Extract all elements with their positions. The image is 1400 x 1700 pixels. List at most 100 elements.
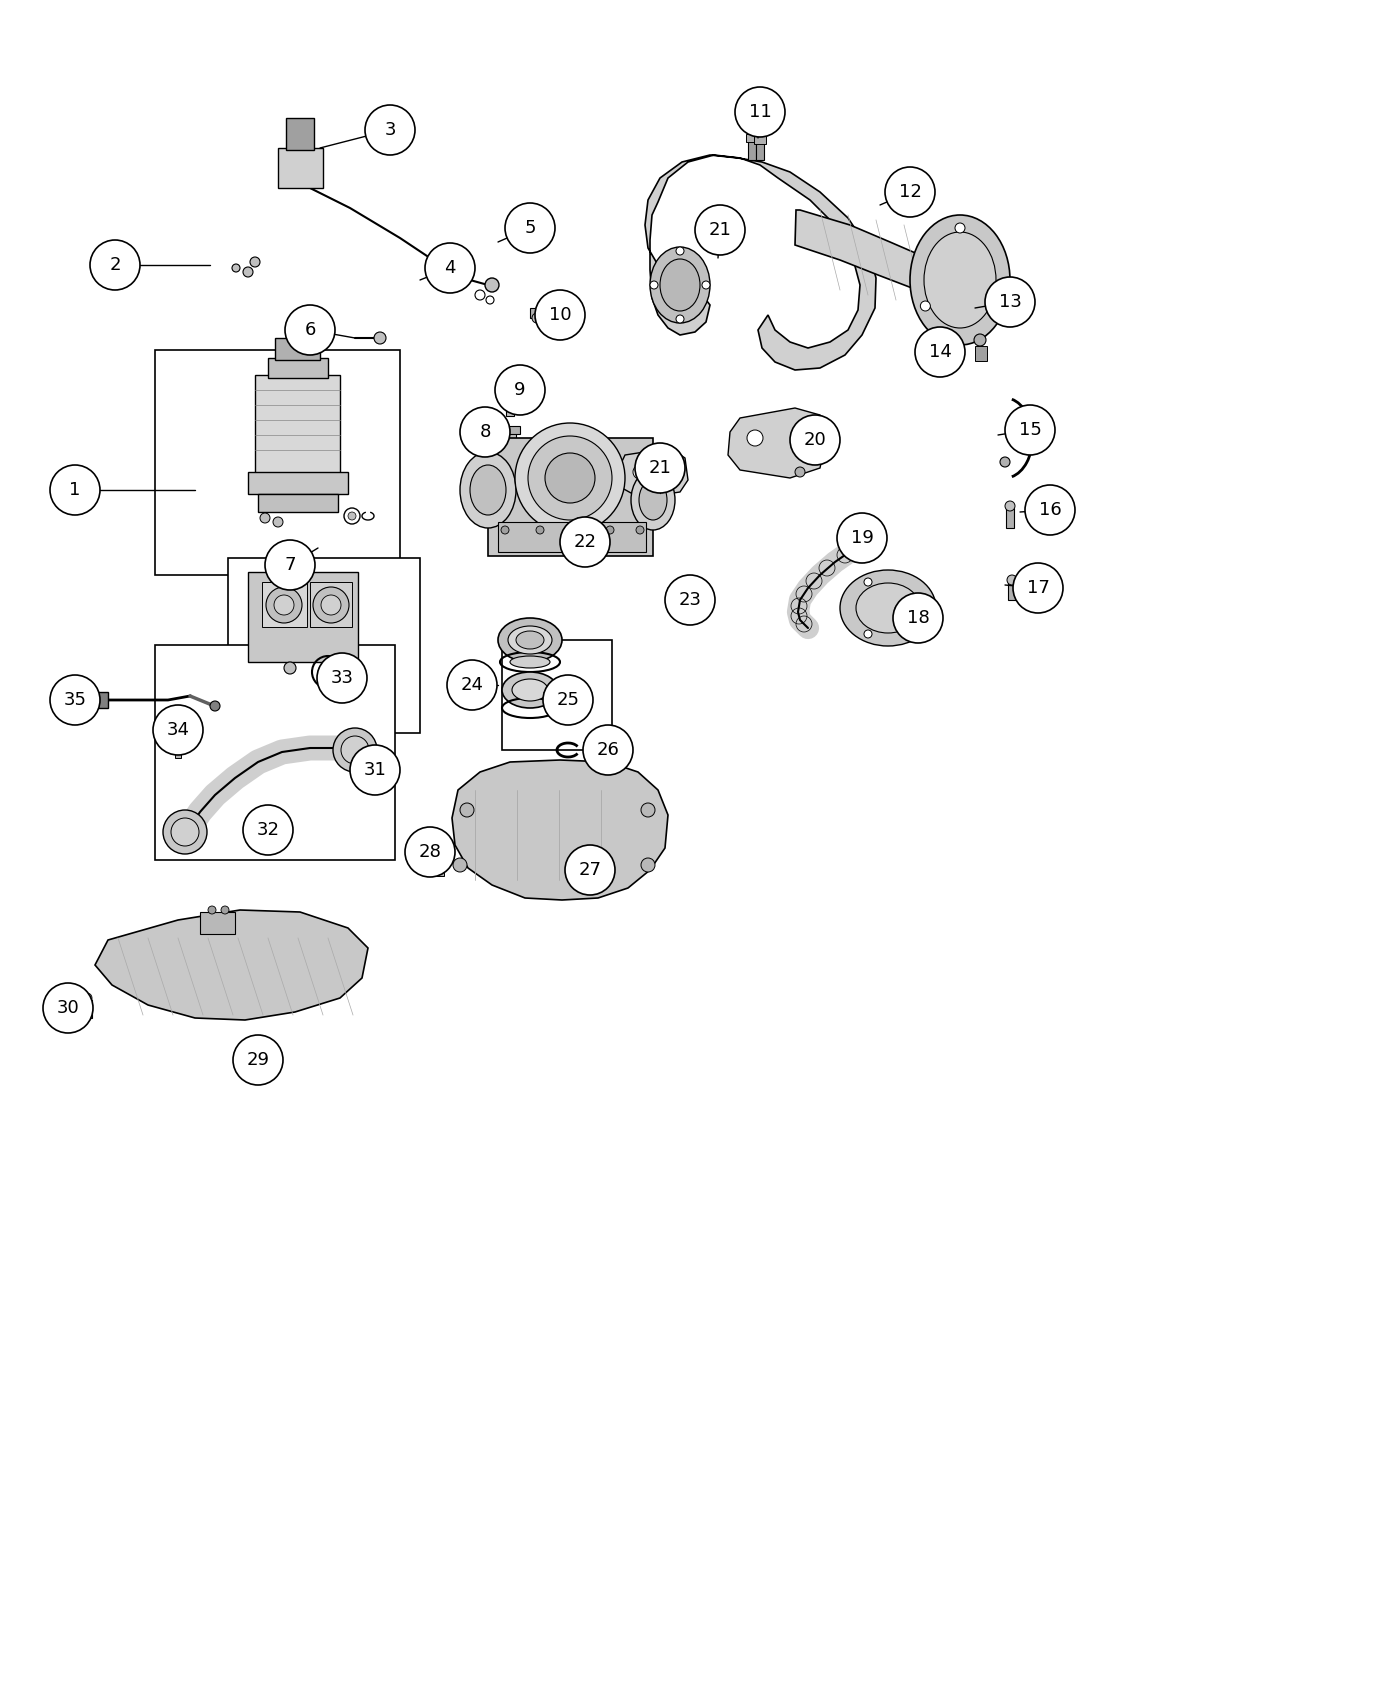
Bar: [248, 473, 349, 495]
Text: 3: 3: [384, 121, 396, 139]
Text: 12: 12: [899, 184, 921, 201]
Text: 21: 21: [648, 459, 672, 478]
Circle shape: [43, 983, 92, 1034]
Circle shape: [475, 291, 484, 299]
Bar: [80, 692, 108, 707]
Circle shape: [916, 326, 965, 377]
Circle shape: [641, 858, 655, 872]
Circle shape: [650, 280, 658, 289]
Text: 6: 6: [304, 321, 315, 338]
Circle shape: [974, 333, 986, 347]
Ellipse shape: [503, 672, 559, 707]
Text: 15: 15: [1019, 422, 1042, 439]
Bar: [228, 558, 420, 733]
Bar: [504, 427, 519, 434]
Ellipse shape: [840, 570, 937, 646]
Circle shape: [461, 406, 510, 457]
Circle shape: [792, 430, 808, 445]
Circle shape: [837, 513, 888, 563]
Polygon shape: [728, 408, 825, 478]
Bar: [175, 741, 181, 758]
Ellipse shape: [910, 214, 1009, 345]
Text: 7: 7: [284, 556, 295, 575]
Circle shape: [701, 280, 710, 289]
Bar: [974, 347, 987, 360]
Circle shape: [244, 267, 253, 277]
Circle shape: [636, 525, 644, 534]
Circle shape: [543, 675, 594, 724]
Circle shape: [344, 508, 360, 524]
Circle shape: [321, 595, 342, 615]
Ellipse shape: [528, 435, 612, 520]
Circle shape: [735, 87, 785, 138]
Ellipse shape: [545, 452, 595, 503]
Text: 35: 35: [63, 690, 87, 709]
Circle shape: [885, 167, 935, 218]
Ellipse shape: [333, 728, 377, 772]
Circle shape: [486, 296, 494, 304]
Bar: [1008, 581, 1016, 600]
Circle shape: [284, 661, 295, 673]
Circle shape: [665, 575, 715, 626]
Circle shape: [560, 517, 610, 568]
Bar: [262, 581, 307, 627]
Circle shape: [274, 595, 294, 615]
Circle shape: [153, 706, 203, 755]
Circle shape: [209, 906, 216, 915]
Text: 17: 17: [1026, 580, 1050, 597]
Circle shape: [1014, 563, 1063, 614]
Bar: [430, 838, 438, 860]
Ellipse shape: [924, 231, 995, 328]
Circle shape: [1000, 457, 1009, 468]
Bar: [286, 117, 314, 150]
Bar: [435, 858, 444, 876]
Bar: [200, 911, 235, 933]
Circle shape: [676, 314, 685, 323]
Circle shape: [566, 845, 615, 894]
Circle shape: [232, 1035, 283, 1085]
Circle shape: [435, 853, 445, 864]
Circle shape: [748, 430, 763, 445]
Text: 13: 13: [998, 292, 1022, 311]
Text: 27: 27: [578, 860, 602, 879]
Circle shape: [182, 712, 190, 721]
Circle shape: [221, 906, 230, 915]
Ellipse shape: [515, 423, 624, 534]
Circle shape: [636, 444, 685, 493]
Ellipse shape: [650, 246, 710, 323]
Circle shape: [405, 826, 455, 877]
Text: 11: 11: [749, 104, 771, 121]
Bar: [508, 428, 517, 445]
Circle shape: [633, 466, 647, 479]
Text: 23: 23: [679, 592, 701, 609]
Circle shape: [232, 264, 239, 272]
Circle shape: [251, 257, 260, 267]
Bar: [182, 717, 190, 738]
Bar: [255, 376, 340, 474]
Bar: [309, 581, 351, 627]
Text: 1: 1: [70, 481, 81, 500]
Bar: [756, 139, 764, 160]
Circle shape: [606, 525, 615, 534]
Circle shape: [1005, 405, 1056, 456]
Circle shape: [986, 277, 1035, 326]
Circle shape: [83, 993, 92, 1003]
Circle shape: [501, 525, 510, 534]
Polygon shape: [645, 155, 876, 371]
Circle shape: [582, 724, 633, 775]
Text: 22: 22: [574, 534, 596, 551]
Bar: [248, 571, 358, 661]
Text: 31: 31: [364, 762, 386, 779]
Circle shape: [864, 578, 872, 586]
Circle shape: [210, 700, 220, 711]
Text: 10: 10: [549, 306, 571, 325]
Ellipse shape: [498, 619, 561, 661]
Circle shape: [265, 541, 315, 590]
Circle shape: [676, 246, 685, 255]
Circle shape: [286, 304, 335, 355]
Text: 2: 2: [109, 257, 120, 274]
Bar: [489, 439, 652, 556]
Circle shape: [244, 806, 293, 855]
Text: 8: 8: [479, 423, 490, 440]
Circle shape: [273, 517, 283, 527]
